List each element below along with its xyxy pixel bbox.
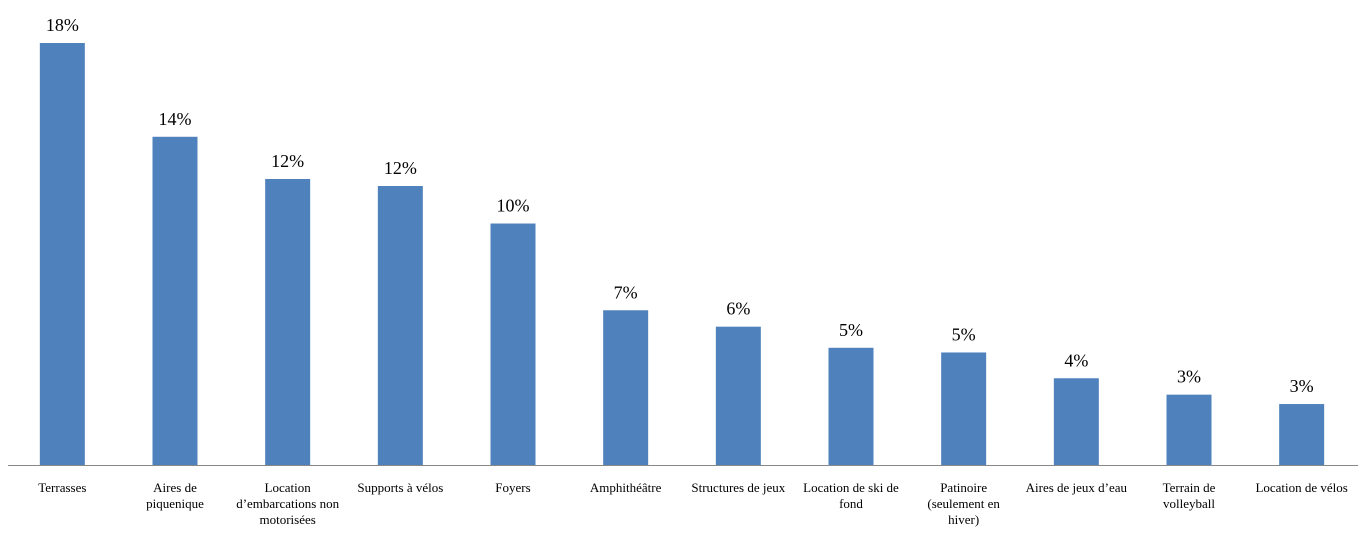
value-label: 10%: [497, 196, 530, 216]
bar: [1279, 404, 1325, 465]
value-label: 6%: [726, 299, 750, 319]
bar: [715, 326, 761, 465]
x-tick-label: Terrain de volleyball: [1162, 480, 1216, 511]
x-tick-label: Supports à vélos: [357, 480, 444, 495]
x-tick-label: Location de ski de fond: [803, 480, 899, 511]
value-label: 18%: [46, 15, 79, 35]
x-tick-label: Foyers: [495, 480, 531, 495]
value-label: 14%: [159, 109, 192, 129]
bar: [1166, 394, 1212, 465]
x-tick-label: Location de vélos: [1255, 480, 1348, 495]
bar: [152, 136, 198, 465]
bar: [941, 352, 987, 465]
x-tick-label: Aires de piquenique: [146, 480, 204, 511]
value-label: 3%: [1290, 376, 1314, 396]
bar: [1053, 378, 1099, 465]
x-tick-label: Amphithéâtre: [589, 480, 662, 495]
x-tick-label: Aires de jeux d’eau: [1025, 480, 1128, 495]
x-tick-label: Patinoire (seulement en hiver): [927, 480, 1000, 527]
bar: [490, 223, 536, 465]
value-label: 12%: [384, 158, 417, 178]
bar: [828, 347, 874, 465]
bar: [603, 310, 649, 465]
value-label: 5%: [952, 324, 976, 344]
bar: [39, 43, 85, 465]
value-label: 3%: [1177, 367, 1201, 387]
value-label: 12%: [271, 151, 304, 171]
value-label: 4%: [1064, 350, 1088, 370]
bar: [265, 178, 311, 465]
bar: [377, 186, 423, 465]
x-tick-label: Location d’embarcations non motorisées: [236, 480, 340, 527]
x-tick-label: Terrasses: [38, 480, 87, 495]
x-tick-label: Structures de jeux: [691, 480, 786, 495]
value-label: 7%: [614, 282, 638, 302]
value-label: 5%: [839, 320, 863, 340]
